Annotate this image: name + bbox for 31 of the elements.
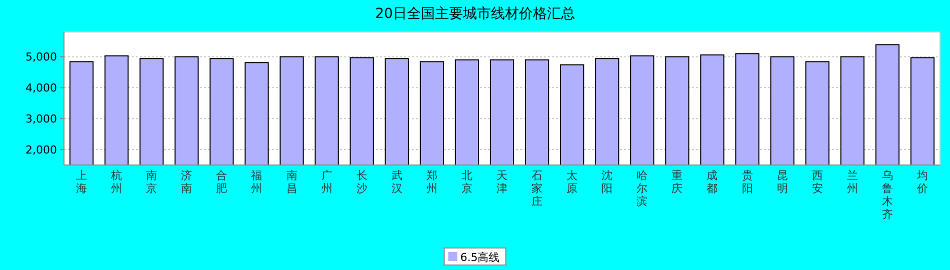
x-tick-label: 哈尔滨 (636, 169, 648, 208)
x-tick-label: 太原 (566, 169, 578, 195)
x-tick-label: 均价 (916, 169, 928, 195)
x-tick-label: 贵阳 (742, 169, 753, 195)
x-tick-label: 杭州 (110, 169, 122, 195)
y-tick-label: 4,000 (26, 82, 57, 95)
x-tick-label: 沈阳 (602, 169, 613, 195)
y-tick-label: 2,000 (26, 144, 57, 157)
y-tick-label: 3,000 (26, 112, 57, 126)
chart-title: 20日全国主要城市线材价格汇总 (375, 6, 575, 22)
x-tick-label: 重庆 (672, 169, 683, 195)
text: 6.5高线 (460, 251, 500, 264)
x-tick-label: 石家庄 (532, 169, 543, 208)
x-tick-label: 天津 (496, 169, 508, 195)
x-tick-label: 成都 (706, 169, 718, 195)
y-tick-label: 5,000 (26, 50, 57, 64)
x-tick-label: 福州 (251, 169, 262, 195)
x-tick-label: 合肥 (216, 169, 228, 195)
x-tick-label: 广州 (321, 169, 332, 195)
x-tick-label: 昆明 (776, 169, 788, 195)
x-tick-label: 武汉 (391, 169, 402, 195)
x-tick-label: 济南 (181, 169, 192, 195)
x-tick-label: 郑州 (426, 169, 438, 195)
x-tick-label: 西安 (812, 169, 823, 195)
x-tick-label: 兰州 (846, 169, 858, 195)
x-tick-label: 南京 (146, 169, 158, 195)
x-tick-label: 南昌 (286, 169, 298, 195)
x-tick-label: 长沙 (356, 169, 368, 195)
x-tick-label: 乌鲁木齐 (882, 169, 893, 221)
x-tick-label: 上海 (76, 169, 88, 195)
x-tick-label: 北京 (461, 169, 472, 195)
